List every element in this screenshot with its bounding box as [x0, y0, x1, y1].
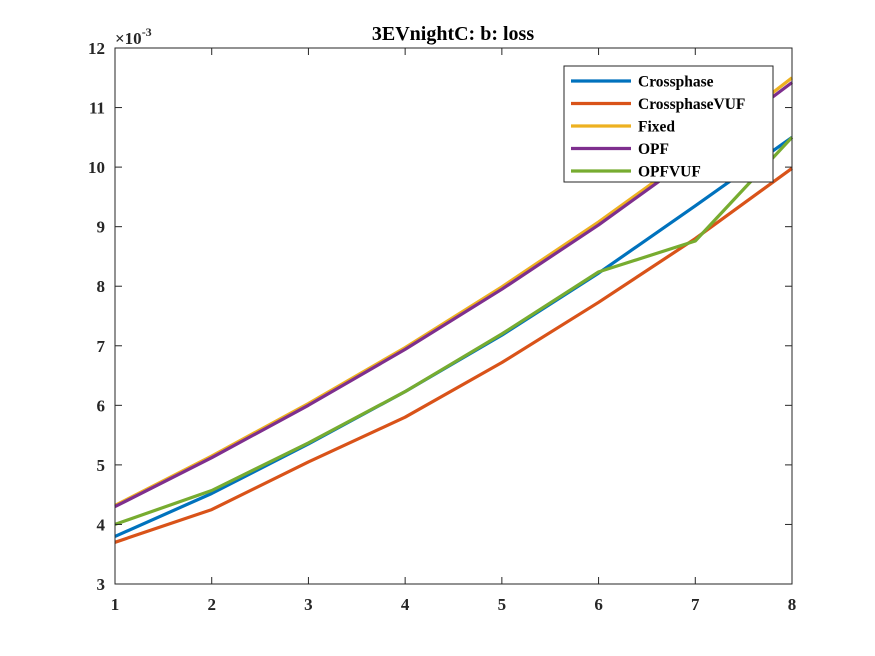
series-line-opfvuf — [114, 136, 794, 526]
y-tick-label: 3 — [97, 575, 106, 594]
y-axis-exponent-power: -3 — [142, 25, 152, 39]
y-tick-label: 11 — [89, 99, 105, 118]
y-axis-exponent: ×10-3 — [115, 25, 152, 48]
axis-ticks — [114, 47, 793, 585]
y-tick-label: 7 — [97, 337, 106, 356]
legend-label-crossphase: Crossphase — [638, 74, 714, 91]
x-tick-label: 5 — [498, 595, 507, 614]
chart-title: 3EVnightC: b: loss — [372, 23, 534, 45]
legend-box — [563, 65, 774, 183]
legend-label-fixed: Fixed — [638, 119, 675, 136]
y-tick-label: 5 — [97, 456, 106, 475]
y-tick-label: 9 — [97, 218, 106, 237]
y-tick-label: 10 — [88, 158, 105, 177]
x-tick-label: 8 — [788, 595, 797, 614]
y-tick-label: 4 — [97, 515, 106, 534]
legend-label-opf: OPF — [638, 141, 669, 158]
y-tick-label: 12 — [88, 39, 105, 58]
x-tick-label: 7 — [691, 595, 700, 614]
x-tick-label: 4 — [401, 595, 410, 614]
x-tick-label: 2 — [207, 595, 216, 614]
plot-frame — [114, 47, 793, 585]
y-axis-exponent-base: ×10 — [115, 29, 142, 48]
legend-label-crossphasevuf: CrossphaseVUF — [638, 96, 745, 113]
x-tick-label: 1 — [111, 595, 120, 614]
legend-label-opfvuf: OPFVUF — [638, 164, 701, 181]
series-line-crossphasevuf — [114, 167, 793, 544]
legend: Crossphase CrossphaseVUF Fixed OPF OPFVUF — [563, 65, 774, 183]
x-tick-label: 6 — [594, 595, 603, 614]
y-tick-label: 6 — [97, 396, 106, 415]
y-tick-label: 8 — [97, 277, 106, 296]
x-tick-label: 3 — [304, 595, 313, 614]
